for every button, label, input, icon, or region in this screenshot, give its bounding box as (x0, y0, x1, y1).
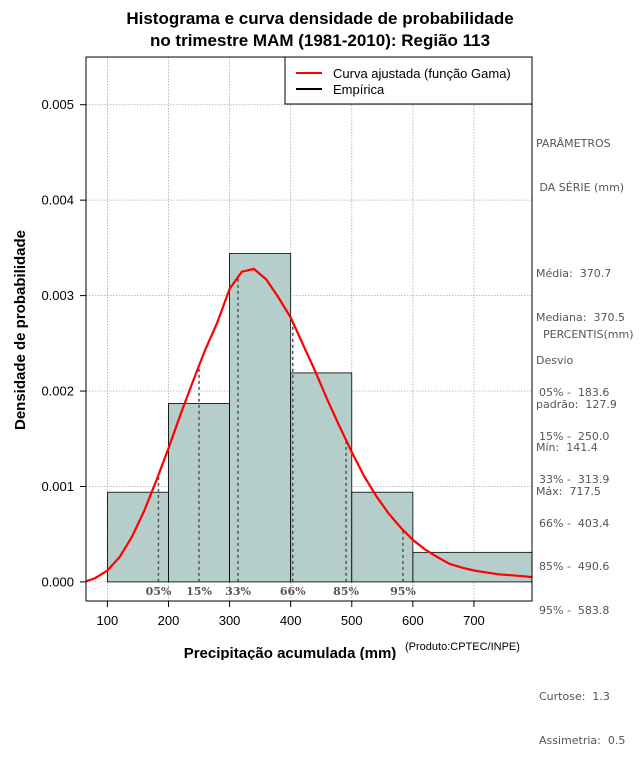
percentil-05: 05% - 183.6 (539, 386, 610, 399)
percentil-95: 95% - 583.8 (539, 603, 610, 617)
y-tick-label: 0.000 (41, 574, 74, 589)
params-max: Máx: 717.5 (536, 484, 601, 498)
x-axis-title: Precipitação acumulada (mm) (184, 645, 397, 660)
params-panel: PARÂMETROS DA SÉRIE (mm) Média: 370.7 Me… (536, 108, 625, 514)
legend-label-empirica: Empírica (333, 82, 385, 97)
x-tick-label: 100 (97, 613, 119, 628)
histogram-bar (412, 551, 533, 583)
product-credit: (Produto:CPTEC/INPE) (405, 641, 520, 653)
percentile-label: 95% (390, 585, 416, 598)
chart-title-line1: Histograma e curva densidade de probabil… (126, 9, 514, 28)
histogram-chart: 05% 15% 33% 66% 85% 95% 100 200 300 400 500 600 700 0… (12, 56, 533, 660)
percentis-header: PERCENTIS(mm) (543, 328, 634, 341)
x-tick-label: 200 (158, 613, 180, 628)
histogram-bar (290, 372, 353, 583)
params-mediana: Mediana: 370.5 (536, 310, 625, 324)
y-tick-label: 0.002 (41, 384, 74, 399)
params-media: Média: 370.7 (536, 267, 612, 280)
percentile-label: 33% (225, 585, 251, 598)
percentile-label: 85% (333, 585, 359, 598)
percentil-15: 15% - 250.0 (539, 429, 610, 443)
y-tick-label: 0.003 (41, 288, 74, 303)
percentil-85: 85% - 490.6 (539, 560, 610, 573)
params-header2: DA SÉRIE (mm) (536, 180, 625, 194)
y-axis-title: Densidade de probabilidade (12, 230, 29, 430)
params-min: Mín: 141.4 (536, 441, 598, 454)
percentil-66: 66% - 403.4 (539, 516, 610, 530)
x-tick-label: 500 (341, 613, 363, 628)
legend-label-curve: Curva ajustada (função Gama) (333, 66, 511, 81)
histogram-bar (168, 403, 230, 583)
params-desvio1: Desvio (536, 354, 574, 367)
fitted-gamma-curve (85, 267, 533, 583)
percentile-label: 66% (280, 585, 306, 598)
chart-title-line2: no trimestre MAM (1981-2010): Região 113 (149, 31, 491, 50)
params-desvio2: padrão: 127.9 (536, 397, 617, 411)
x-tick-label: 300 (219, 613, 241, 628)
curtose: Curtose: 1.3 (539, 690, 610, 703)
params-header1: PARÂMETROS (536, 137, 611, 150)
x-tick-label: 700 (463, 613, 485, 628)
x-tick-label: 600 (402, 613, 424, 628)
percentis-panel: 05% - 183.6 15% - 250.0 33% - 313.9 66% … (539, 357, 625, 763)
percentil-33: 33% - 313.9 (539, 473, 610, 486)
assimetria: Assimetria: 0.5 (539, 733, 626, 747)
histogram-bar (106, 491, 169, 583)
y-tick-label: 0.005 (41, 97, 74, 112)
histogram-bar (229, 253, 292, 583)
legend-box (284, 56, 533, 105)
y-tick-label: 0.001 (41, 479, 74, 494)
percentile-label: 05% (146, 585, 172, 598)
percentile-label: 15% (186, 585, 212, 598)
x-tick-label: 400 (280, 613, 302, 628)
y-tick-label: 0.004 (41, 193, 74, 208)
